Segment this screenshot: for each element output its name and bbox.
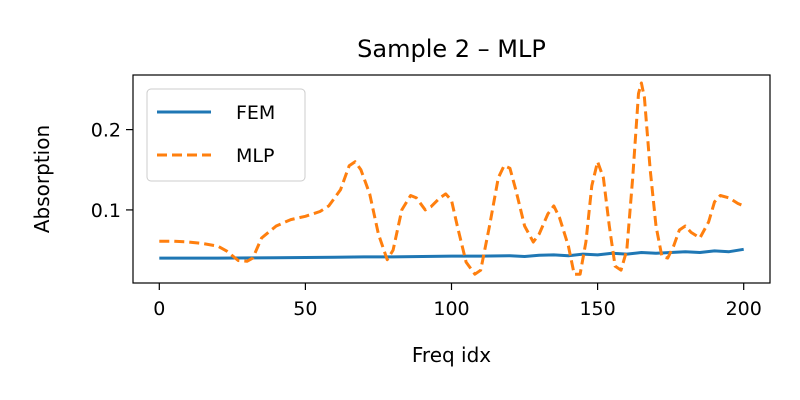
legend-box <box>146 88 306 182</box>
legend-label-fem: FEM <box>236 102 275 124</box>
series-layer <box>159 81 745 276</box>
y-axis-label: Absorption <box>30 125 54 233</box>
legend-label-mlp: MLP <box>236 145 274 167</box>
x-tick-label: 150 <box>579 298 615 320</box>
x-tick-label: 200 <box>726 298 762 320</box>
y-tick-label: 0.1 <box>91 200 121 222</box>
x-axis-label: Freq idx <box>412 343 491 367</box>
x-axis-ticks: 0 50 100 150 200 <box>153 283 762 320</box>
x-tick-label: 100 <box>433 298 469 320</box>
x-tick-label: 50 <box>293 298 317 320</box>
y-tick-label: 0.2 <box>91 120 121 142</box>
x-tick-label: 0 <box>153 298 165 320</box>
series-line-fem <box>159 247 744 260</box>
plot-frame <box>132 74 771 284</box>
legend: FEM MLP <box>146 88 306 182</box>
chart-title: Sample 2 – MLP <box>357 35 546 63</box>
y-axis-ticks: 0.1 0.2 <box>91 120 133 222</box>
